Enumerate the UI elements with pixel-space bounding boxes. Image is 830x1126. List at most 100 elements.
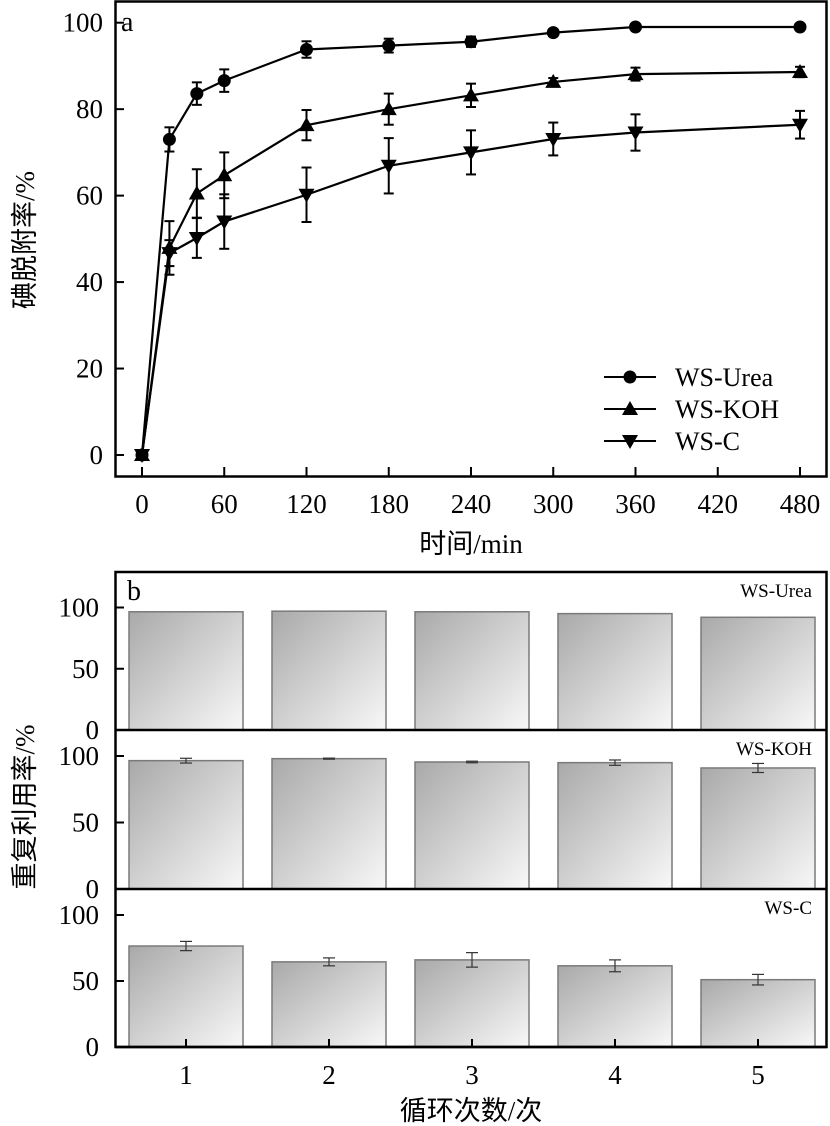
- x-tick-label: 240: [451, 489, 492, 519]
- bar: [128, 611, 244, 731]
- y-tick-label: 80: [76, 94, 103, 124]
- data-point: [216, 167, 233, 182]
- data-point: [298, 188, 315, 203]
- legend-item: WS-C: [604, 427, 740, 456]
- bar: [128, 759, 244, 890]
- series-line: [140, 123, 801, 456]
- data-point: [190, 87, 204, 101]
- y-tick-label: 20: [76, 354, 103, 384]
- data-point: [629, 20, 642, 34]
- x-tick-label: 5: [751, 1060, 765, 1090]
- subplot-label: WS-Urea: [740, 581, 812, 602]
- subplot-ws-koh: 0 50 100 WS-KOH: [59, 739, 827, 904]
- legend-item: WS-Urea: [604, 363, 774, 392]
- data-point: [134, 449, 150, 463]
- bar: [271, 610, 387, 731]
- data-point: [463, 146, 479, 161]
- legend-label: WS-KOH: [675, 395, 779, 424]
- panel-a-y-ticks: 0 20 40 60 80 100: [63, 8, 124, 470]
- data-point: [627, 126, 644, 141]
- data-point: [382, 39, 396, 53]
- subplot-label: WS-C: [765, 898, 813, 919]
- data-point: [380, 159, 397, 174]
- panel-a-letter: a: [121, 7, 134, 38]
- data-point: [188, 185, 205, 200]
- y-tick-label: 50: [72, 654, 99, 684]
- panel-a-series: [134, 20, 808, 463]
- data-point: [464, 35, 478, 49]
- panel-b-subplots: 0 50 100 WS-Urea 0 50 100 WS-KOH 0 50 100 WS-C: [59, 581, 827, 1062]
- legend-item: WS-KOH: [604, 395, 779, 424]
- data-point: [545, 73, 562, 88]
- data-point: [793, 20, 807, 34]
- panel-a-x-axis-title: 时间/min: [419, 529, 523, 559]
- y-tick-label: 100: [59, 593, 100, 623]
- legend-label: WS-Urea: [675, 363, 774, 392]
- data-point: [217, 74, 231, 88]
- panel-b-x-axis-title: 循环次数/次: [400, 1096, 543, 1126]
- data-point: [298, 117, 315, 132]
- data-point: [161, 247, 178, 262]
- x-tick-label: 420: [698, 489, 739, 519]
- data-point: [380, 101, 397, 116]
- x-tick-label: 180: [369, 489, 410, 519]
- data-point: [792, 118, 808, 133]
- y-tick-label: 60: [76, 181, 103, 211]
- x-tick-label: 1: [179, 1060, 193, 1090]
- series-line: [140, 70, 801, 456]
- data-point: [162, 132, 176, 146]
- series-ws-c: [134, 109, 808, 463]
- panel-b-letter: b: [127, 576, 141, 607]
- bar: [700, 978, 816, 1048]
- series-ws-koh: [134, 63, 808, 461]
- data-point: [792, 63, 808, 78]
- x-tick-label: 360: [615, 489, 656, 519]
- y-tick-label: 40: [76, 267, 103, 297]
- data-point: [188, 231, 205, 246]
- bar: [414, 959, 530, 1048]
- data-point: [216, 215, 233, 230]
- data-point: [546, 26, 560, 40]
- series-line: [140, 25, 800, 456]
- y-tick-label: 0: [86, 715, 100, 745]
- legend-marker: [623, 370, 637, 384]
- legend: WS-Urea WS-KOH WS-C: [604, 363, 779, 456]
- x-tick-label: 3: [465, 1060, 479, 1090]
- panel-a-x-ticks: 0 60 120 180 240 300 360 420 480: [135, 467, 820, 519]
- y-tick-label: 50: [72, 966, 99, 996]
- legend-label: WS-C: [675, 427, 740, 456]
- bar: [557, 612, 673, 731]
- bar: [700, 767, 816, 890]
- data-point: [545, 132, 562, 147]
- data-point: [300, 43, 313, 57]
- y-tick-label: 0: [86, 874, 100, 904]
- bar: [700, 616, 816, 731]
- panel-b-x-ticks: 1 2 3 4 5: [179, 1039, 765, 1090]
- bar: [271, 757, 387, 890]
- subplot-ws-urea: 0 50 100 WS-Urea: [59, 581, 827, 745]
- bar: [414, 611, 530, 731]
- subplot-label: WS-KOH: [736, 739, 812, 760]
- x-tick-label: 2: [322, 1060, 336, 1090]
- bar: [128, 945, 244, 1048]
- bar: [557, 965, 673, 1048]
- y-tick-label: 100: [59, 741, 100, 771]
- x-tick-label: 60: [211, 489, 238, 519]
- x-tick-label: 300: [533, 489, 574, 519]
- bar: [557, 761, 673, 890]
- panel-a-y-axis-title: 碘脱附率/%: [10, 171, 40, 309]
- x-tick-label: 480: [780, 489, 821, 519]
- panel-b-y-axis-title: 重复利用率/%: [10, 725, 40, 890]
- y-tick-label: 100: [59, 900, 100, 930]
- y-tick-label: 0: [90, 440, 104, 470]
- y-tick-label: 0: [86, 1032, 100, 1062]
- x-tick-label: 120: [286, 489, 327, 519]
- bar: [271, 961, 387, 1048]
- legend-marker: [622, 401, 638, 415]
- x-tick-label: 0: [135, 489, 149, 519]
- y-tick-label: 100: [63, 8, 104, 38]
- panel-b: 0 50 100 WS-Urea 0 50 100 WS-KOH 0 50 100 WS-C b 1 2…: [10, 570, 828, 1126]
- y-tick-label: 50: [72, 808, 99, 838]
- subplot-ws-c: 0 50 100 WS-C: [59, 898, 827, 1062]
